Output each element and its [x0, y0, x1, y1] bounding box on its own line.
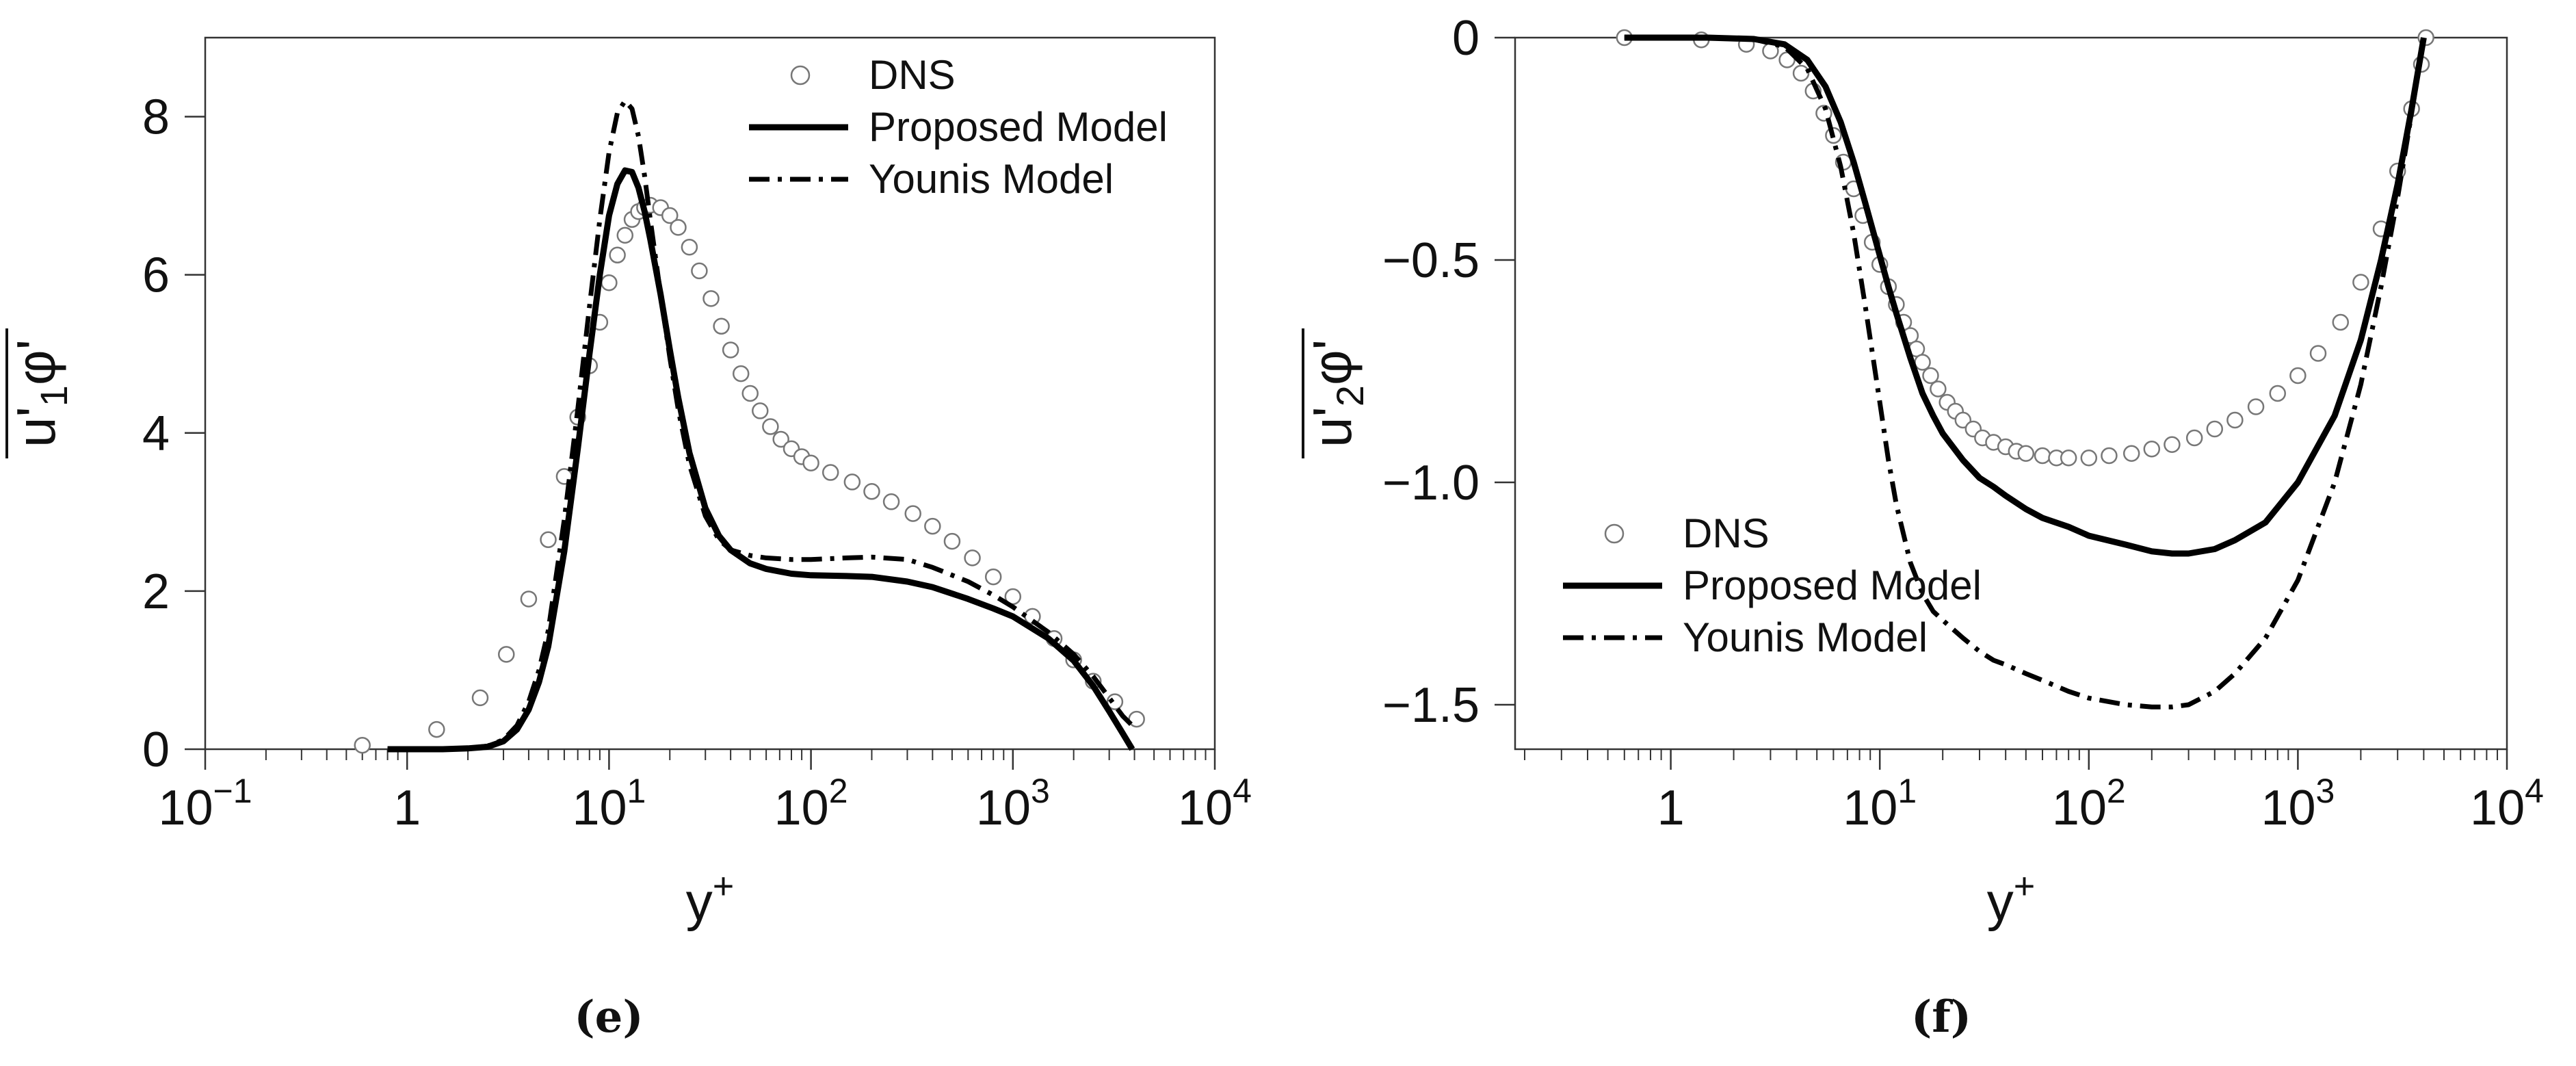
x-tick-label: 1: [393, 781, 421, 835]
x-axis-label: y+: [1987, 866, 2036, 932]
series-younis-model-line: [387, 98, 1134, 752]
dns-point: [1792, 64, 1810, 82]
dns-point: [843, 473, 861, 491]
dns-point: [2164, 436, 2181, 453]
x-tick-label: 1: [1657, 781, 1685, 835]
y-axis-label: u'2φ': [1302, 328, 1371, 458]
plot-frame: [204, 36, 1216, 751]
dns-point: [2247, 398, 2265, 415]
legend: DNS Proposed Model Younis Model: [1563, 510, 1982, 660]
dns-point: [609, 246, 626, 264]
legend-label: Proposed Model: [869, 104, 1168, 150]
dns-point: [1128, 710, 1145, 728]
dns-point: [2017, 445, 2035, 462]
series-proposed-model-line: [387, 167, 1135, 753]
legend-label: DNS: [869, 52, 956, 98]
dns-point: [1930, 380, 1947, 398]
x-tick-label: 101: [1843, 772, 1917, 835]
dns-point: [2034, 447, 2051, 465]
y-tick-label: 0: [142, 723, 170, 777]
x-tick-label: 104: [2470, 772, 2544, 835]
panel-caption: (e): [574, 991, 643, 1043]
dns-point: [822, 464, 839, 481]
dns-point: [2269, 385, 2287, 402]
dns-point: [802, 454, 819, 471]
dns-point: [2352, 274, 2369, 291]
dns-point: [498, 646, 515, 663]
panel-caption: (f): [1911, 991, 1971, 1043]
legend-swatch-dns: [790, 65, 811, 86]
dns-point: [1106, 693, 1124, 710]
dns-point: [702, 290, 720, 307]
y-axis-label-text: u'2φ': [1302, 339, 1371, 447]
y-tick-label: 6: [142, 248, 170, 303]
dns-point: [882, 493, 900, 510]
dns-point: [2101, 447, 2118, 465]
dns-point: [681, 238, 698, 256]
dns-point: [2080, 450, 2098, 467]
dns-point: [984, 568, 1002, 586]
y-tick-label: −0.5: [1382, 233, 1480, 288]
dns-point: [428, 720, 445, 738]
y-tick-label: 8: [142, 90, 170, 145]
dns-point: [943, 532, 961, 550]
dns-point: [540, 531, 557, 549]
dns-point: [520, 590, 538, 608]
legend-label: Younis Model: [869, 156, 1114, 202]
y-tick-label: 0: [1452, 11, 1480, 66]
dns-point: [661, 207, 679, 224]
dns-point: [2143, 441, 2161, 458]
dns-point: [964, 549, 981, 567]
legend: DNS Proposed Model Younis Model: [749, 52, 1168, 202]
dns-point: [1914, 354, 1931, 371]
panel-f: 1 101 102 103 1040−0.5−1.0−1.5y+u'2φ'DNSProp…: [1302, 11, 2544, 1043]
y-tick-label: −1.0: [1382, 456, 1480, 510]
dns-point: [1778, 51, 1796, 68]
dns-point: [2226, 411, 2244, 429]
dns-point: [2332, 313, 2350, 331]
dns-point: [863, 483, 880, 500]
dns-point: [722, 341, 739, 359]
dns-point: [732, 365, 750, 382]
dns-point: [354, 736, 371, 754]
dns-point: [616, 226, 634, 244]
dns-point: [904, 505, 921, 522]
dns-point: [471, 689, 489, 707]
dns-point: [924, 517, 941, 535]
dns-point: [2185, 429, 2203, 447]
legend-label: Proposed Model: [1683, 562, 1982, 608]
dns-point: [762, 418, 779, 435]
dns-point: [752, 402, 769, 419]
dns-point: [2309, 345, 2327, 362]
dns-point: [713, 317, 730, 335]
y-axis-label-text: u'1φ': [5, 339, 75, 447]
dns-point: [741, 385, 759, 402]
y-tick-label: −1.5: [1382, 678, 1480, 733]
series-proposed-model-line: [1624, 34, 2427, 557]
dns-point: [1922, 367, 1939, 385]
legend-swatch-dns: [1604, 523, 1625, 544]
dns-point: [670, 219, 687, 236]
dns-point: [2122, 445, 2140, 462]
series-younis-model-line: [1624, 35, 2426, 710]
dns-point: [2206, 420, 2224, 438]
dns-point: [2289, 367, 2306, 385]
y-tick-label: 4: [142, 406, 170, 461]
dns-point: [601, 274, 618, 291]
dns-point: [2060, 450, 2077, 467]
y-tick-label: 2: [142, 564, 170, 619]
series-dns-markers: [354, 196, 1145, 754]
dns-point: [691, 262, 708, 280]
plot-frame: [1514, 36, 2508, 751]
y-axis-label: u'1φ': [5, 328, 75, 458]
legend-label: Younis Model: [1683, 614, 1928, 660]
dns-point: [772, 430, 789, 448]
legend-label: DNS: [1683, 510, 1770, 556]
